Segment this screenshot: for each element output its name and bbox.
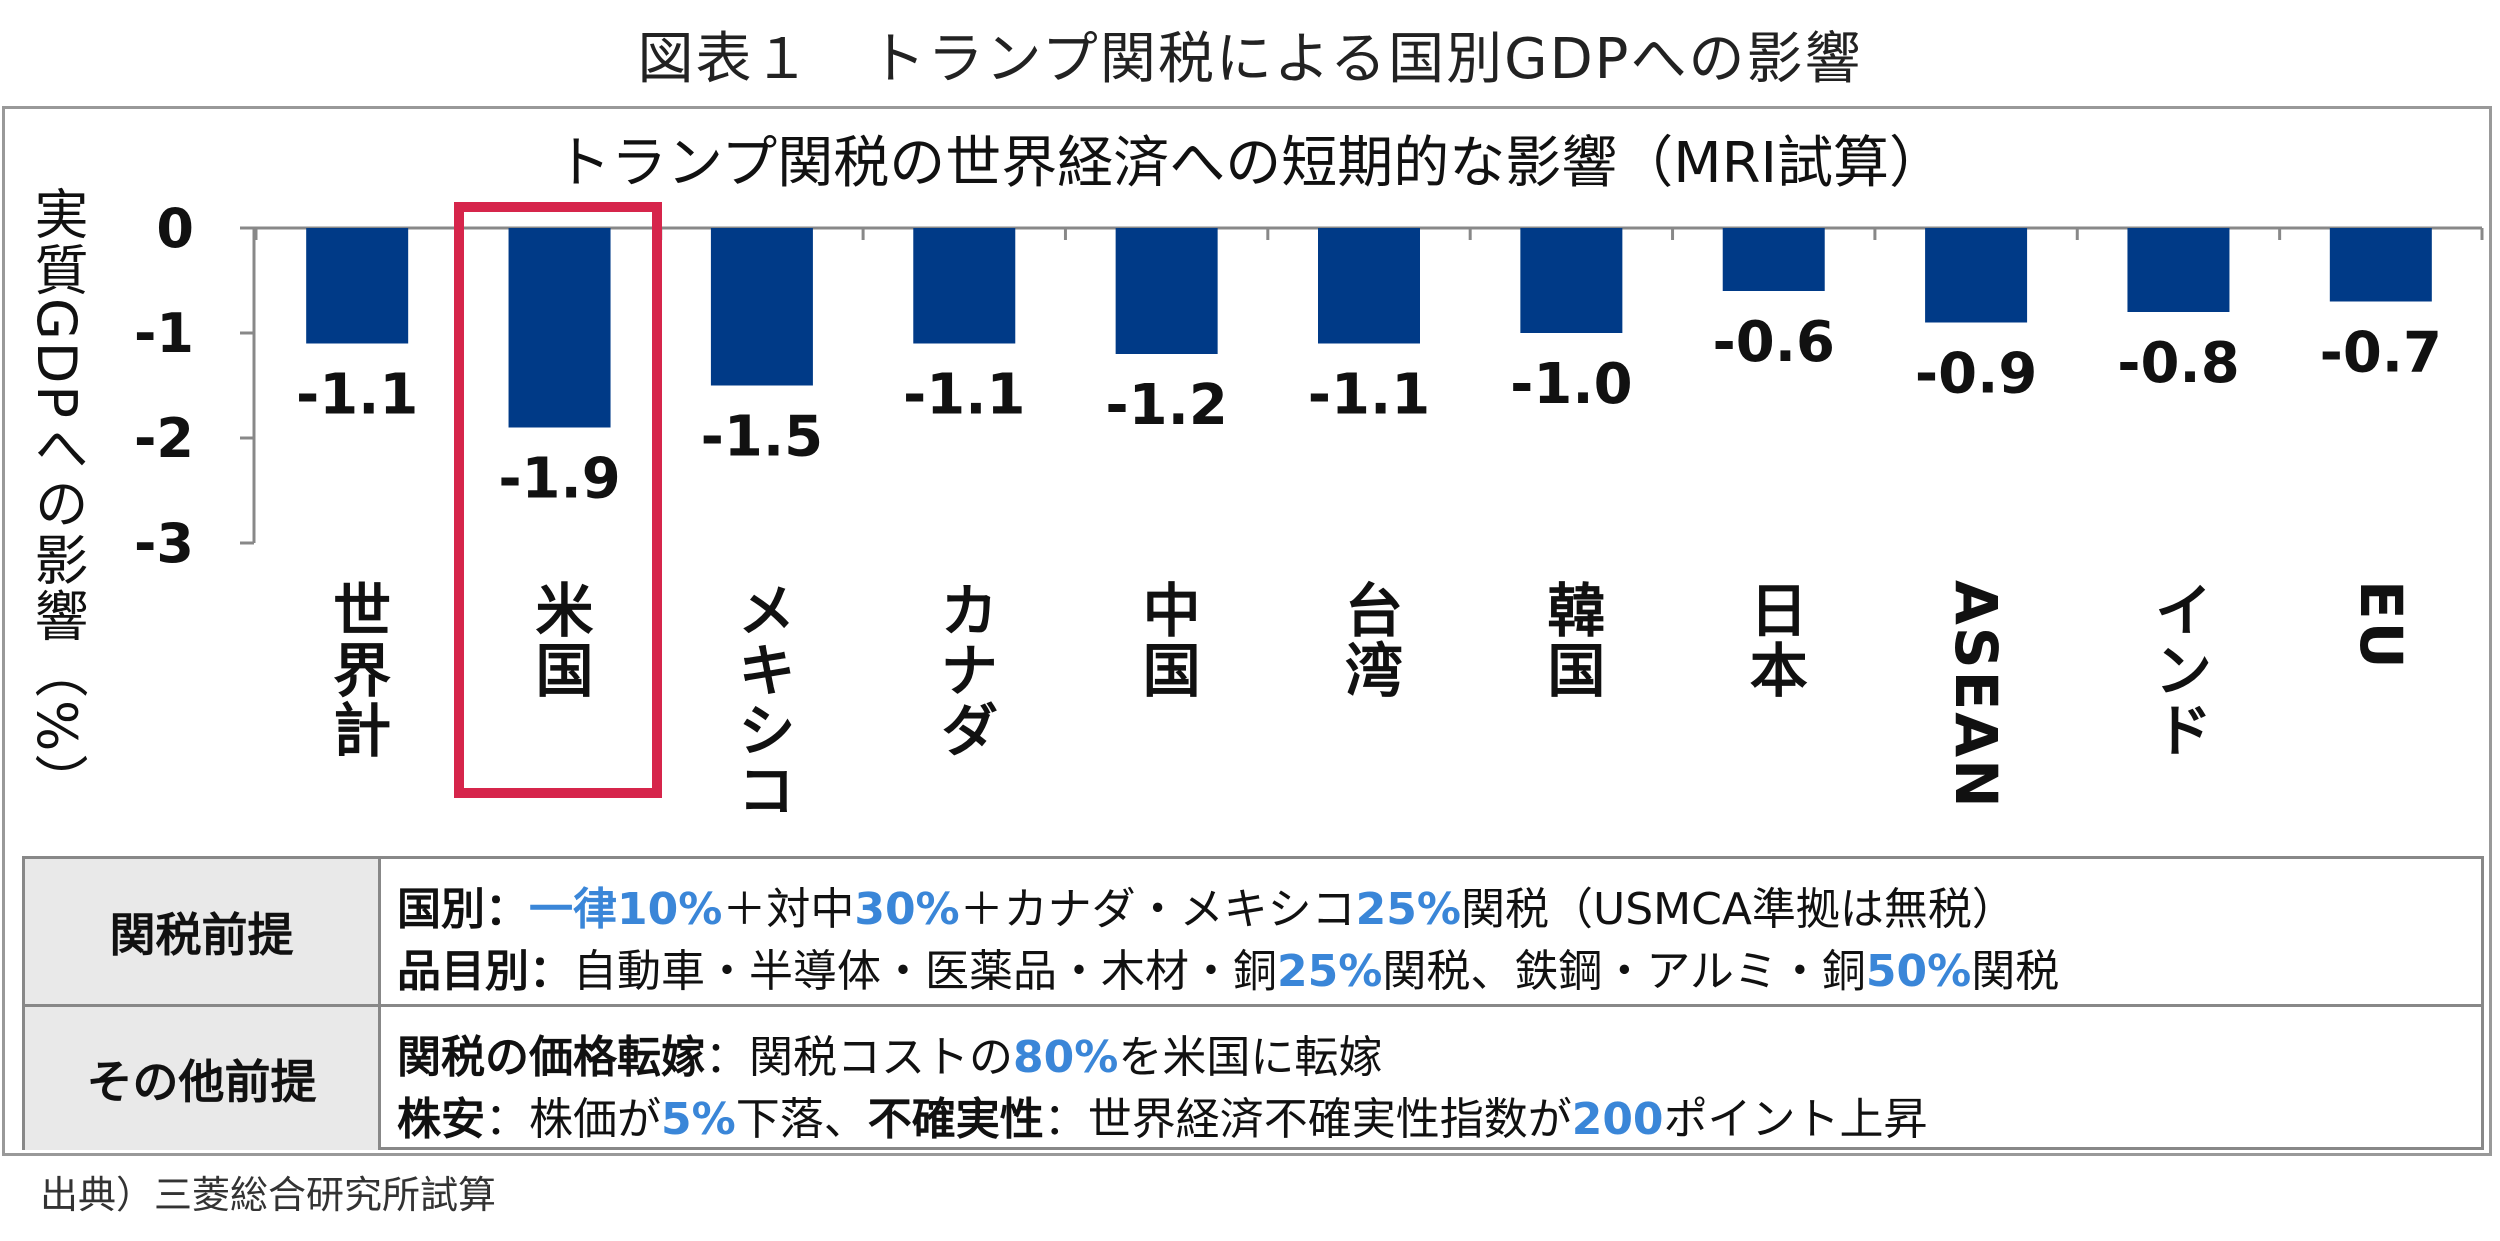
bar — [306, 228, 409, 344]
tariff-assumptions-body: 国別：一律10%＋対中30%＋カナダ・メキシコ25%関税（USMCA準拠は無税）… — [397, 859, 2473, 1004]
y-tick-label: -3 — [134, 512, 194, 575]
other-assumptions-row: その他前提 関税の価格転嫁：関税コストの80%を米国に転嫁 株安：株価が5%下落… — [25, 1007, 2481, 1150]
data-label: -1.1 — [296, 363, 418, 428]
bar — [710, 228, 813, 386]
data-label: -0.6 — [1713, 310, 1835, 375]
category-label: インド — [2144, 580, 2213, 760]
source-note: 出典）三菱総合研究所試算 — [40, 1173, 497, 1217]
figure-title: 図表１ トランプ関税による国別GDPへの影響 — [637, 27, 1863, 92]
data-label: -1.1 — [903, 363, 1025, 428]
data-label: -0.8 — [2117, 331, 2239, 396]
category-label: 世界計 — [323, 580, 392, 760]
bar — [1318, 228, 1420, 344]
bar — [1520, 228, 1623, 333]
bar — [2329, 228, 2432, 302]
category-label: メキシコ — [727, 580, 796, 820]
data-label: -0.9 — [1915, 342, 2037, 407]
assumptions-table: 関税前提 国別：一律10%＋対中30%＋カナダ・メキシコ25%関税（USMCA準… — [22, 856, 2484, 1150]
category-label: 台湾 — [1335, 580, 1403, 700]
category-label: 韓国 — [1537, 580, 1606, 700]
category-label: EU — [2346, 580, 2415, 671]
tariff-assumptions-header: 関税前提 — [25, 859, 381, 1004]
chart-panel — [2, 106, 2492, 1156]
data-label: -1.2 — [1105, 373, 1227, 438]
bar — [913, 228, 1016, 344]
bar — [1925, 228, 2028, 323]
other-assumptions-header: その他前提 — [25, 1007, 381, 1150]
bar — [2127, 228, 2230, 312]
data-label: -0.7 — [2320, 321, 2442, 386]
other-assumptions-body: 関税の価格転嫁：関税コストの80%を米国に転嫁 株安：株価が5%下落、不確実性：… — [397, 1007, 2473, 1150]
bar — [508, 228, 611, 428]
data-label: -1.9 — [498, 447, 620, 512]
y-tick-label: 0 — [156, 197, 194, 260]
us-highlight-box — [454, 202, 662, 798]
y-tick-label: -1 — [134, 302, 194, 365]
data-label: -1.1 — [1308, 363, 1430, 428]
data-label: -1.5 — [701, 405, 823, 470]
tariff-by-item-line: 品目別：自動車・半導体・医薬品・木材・銅25%関税、鉄鋼・アルミ・銅50%関税 — [397, 946, 2060, 997]
category-label: ASEAN — [1942, 580, 2011, 810]
tariff-assumptions-row: 関税前提 国別：一律10%＋対中30%＋カナダ・メキシコ25%関税（USMCA準… — [25, 859, 2481, 1007]
chart-title: トランプ関税の世界経済への短期的な影響（MRI試算） — [554, 131, 1946, 196]
category-label: 米国 — [525, 580, 594, 700]
bar — [1722, 228, 1825, 291]
bar — [1115, 228, 1218, 354]
y-axis-label: 実質GDPへの影響（%） — [25, 186, 88, 810]
category-label: 日本 — [1739, 580, 1808, 700]
category-label: 中国 — [1132, 580, 1201, 700]
stock-uncertainty-line: 株安：株価が5%下落、不確実性：世界経済不確実性指数が200ポイント上昇 — [397, 1094, 1928, 1145]
y-tick-label: -2 — [134, 407, 194, 470]
price-pass-through-line: 関税の価格転嫁：関税コストの80%を米国に転嫁 — [397, 1032, 1383, 1083]
data-label: -1.0 — [1510, 352, 1632, 417]
tariff-by-country-line: 国別：一律10%＋対中30%＋カナダ・メキシコ25%関税（USMCA準拠は無税） — [397, 884, 2016, 935]
category-label: カナダ — [930, 580, 999, 760]
